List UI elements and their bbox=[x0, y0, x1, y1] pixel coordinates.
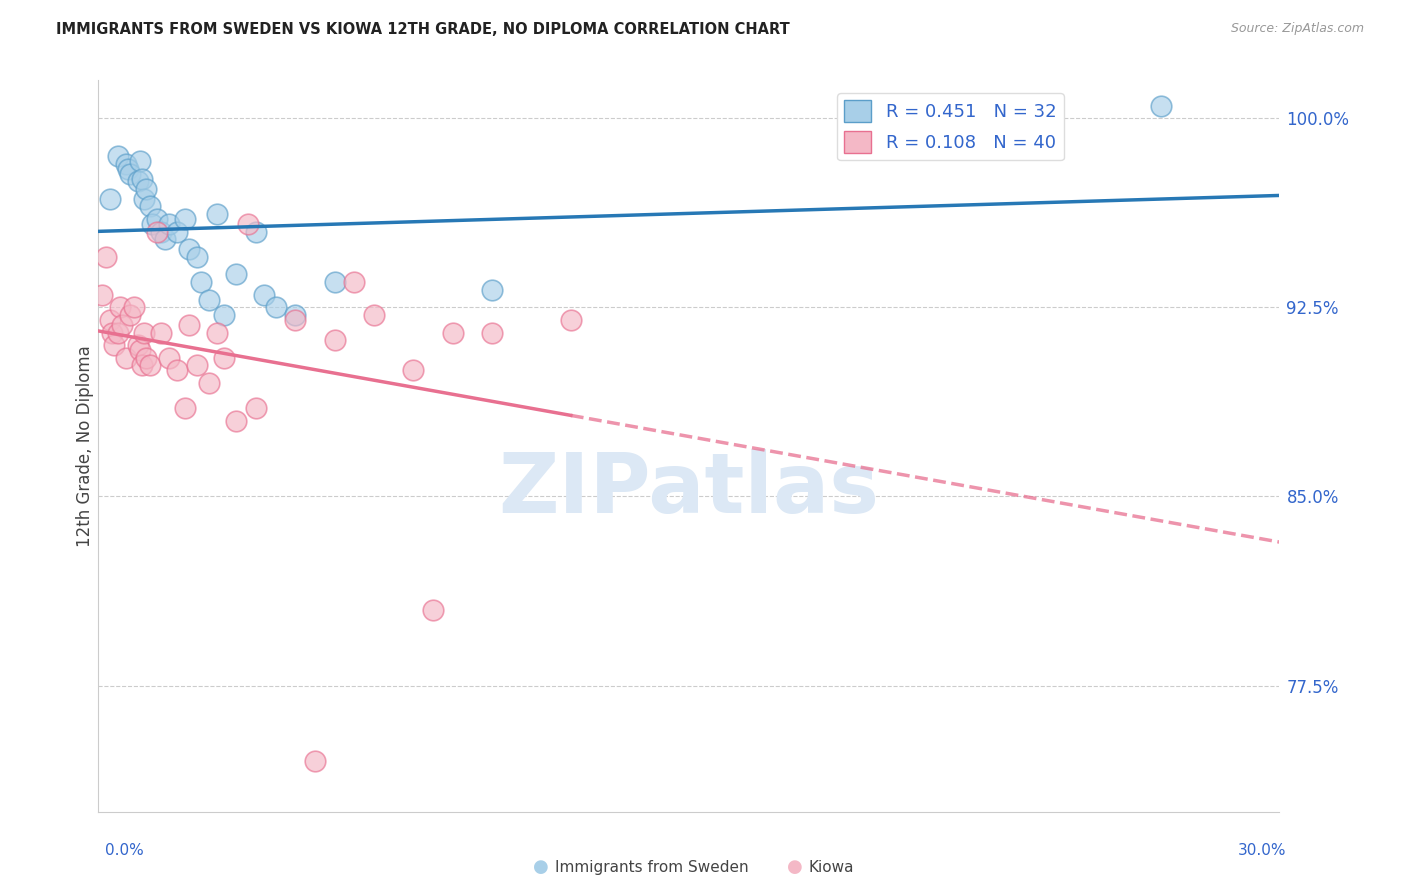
Point bbox=[111, 318, 134, 332]
Point bbox=[197, 376, 219, 390]
Point bbox=[402, 363, 425, 377]
Point bbox=[146, 212, 169, 227]
Point bbox=[174, 401, 197, 416]
Point bbox=[166, 363, 188, 377]
Point bbox=[236, 217, 259, 231]
Point bbox=[441, 326, 464, 340]
Point bbox=[132, 326, 155, 340]
Point bbox=[245, 401, 267, 416]
Point bbox=[284, 313, 307, 327]
Point bbox=[107, 326, 129, 340]
Point bbox=[205, 207, 228, 221]
Point bbox=[101, 326, 124, 340]
Point bbox=[98, 192, 121, 206]
Text: ZIPatlas: ZIPatlas bbox=[499, 450, 879, 531]
Point bbox=[141, 217, 163, 231]
Point bbox=[127, 338, 149, 352]
Point bbox=[131, 171, 153, 186]
Text: Source: ZipAtlas.com: Source: ZipAtlas.com bbox=[1230, 22, 1364, 36]
Point bbox=[132, 192, 155, 206]
Point bbox=[115, 351, 138, 365]
Point bbox=[186, 250, 208, 264]
Point bbox=[560, 313, 582, 327]
Point bbox=[177, 242, 200, 256]
Point bbox=[205, 326, 228, 340]
Legend: R = 0.451   N = 32, R = 0.108   N = 40: R = 0.451 N = 32, R = 0.108 N = 40 bbox=[837, 93, 1064, 161]
Point bbox=[127, 174, 149, 188]
Point bbox=[128, 153, 150, 168]
Point bbox=[103, 338, 125, 352]
Point bbox=[190, 275, 212, 289]
Point bbox=[131, 359, 153, 373]
Point bbox=[91, 287, 114, 301]
Point bbox=[157, 351, 180, 365]
Point bbox=[264, 300, 287, 314]
Point bbox=[284, 308, 307, 322]
Point bbox=[186, 359, 208, 373]
Point bbox=[115, 156, 138, 170]
Point bbox=[1150, 98, 1173, 112]
Point bbox=[157, 217, 180, 231]
Point bbox=[245, 225, 267, 239]
Point bbox=[214, 351, 236, 365]
Point bbox=[481, 326, 503, 340]
Point bbox=[122, 300, 145, 314]
Point bbox=[253, 287, 276, 301]
Text: 0.0%: 0.0% bbox=[105, 843, 145, 858]
Point bbox=[225, 268, 247, 282]
Point bbox=[96, 250, 118, 264]
Point bbox=[117, 161, 139, 176]
Point bbox=[225, 414, 247, 428]
Point bbox=[138, 359, 160, 373]
Point bbox=[118, 308, 141, 322]
Point bbox=[166, 225, 188, 239]
Point bbox=[304, 754, 326, 768]
Point bbox=[128, 343, 150, 358]
Text: Immigrants from Sweden: Immigrants from Sweden bbox=[555, 860, 749, 874]
Point bbox=[323, 275, 346, 289]
Point bbox=[155, 232, 177, 246]
Point bbox=[150, 225, 173, 239]
Text: Kiowa: Kiowa bbox=[808, 860, 853, 874]
Point bbox=[135, 182, 157, 196]
Point bbox=[197, 293, 219, 307]
Point bbox=[343, 275, 366, 289]
Point bbox=[107, 149, 129, 163]
Point bbox=[98, 313, 121, 327]
Text: IMMIGRANTS FROM SWEDEN VS KIOWA 12TH GRADE, NO DIPLOMA CORRELATION CHART: IMMIGRANTS FROM SWEDEN VS KIOWA 12TH GRA… bbox=[56, 22, 790, 37]
Point bbox=[146, 225, 169, 239]
Point bbox=[174, 212, 197, 227]
Text: ●: ● bbox=[786, 858, 803, 876]
Point bbox=[323, 333, 346, 347]
Point bbox=[138, 199, 160, 213]
Y-axis label: 12th Grade, No Diploma: 12th Grade, No Diploma bbox=[76, 345, 94, 547]
Point bbox=[135, 351, 157, 365]
Point bbox=[118, 167, 141, 181]
Point bbox=[150, 326, 173, 340]
Point bbox=[108, 300, 131, 314]
Point bbox=[363, 308, 385, 322]
Point bbox=[422, 603, 444, 617]
Point bbox=[481, 283, 503, 297]
Point bbox=[177, 318, 200, 332]
Text: ●: ● bbox=[533, 858, 550, 876]
Text: 30.0%: 30.0% bbox=[1239, 843, 1286, 858]
Point bbox=[214, 308, 236, 322]
